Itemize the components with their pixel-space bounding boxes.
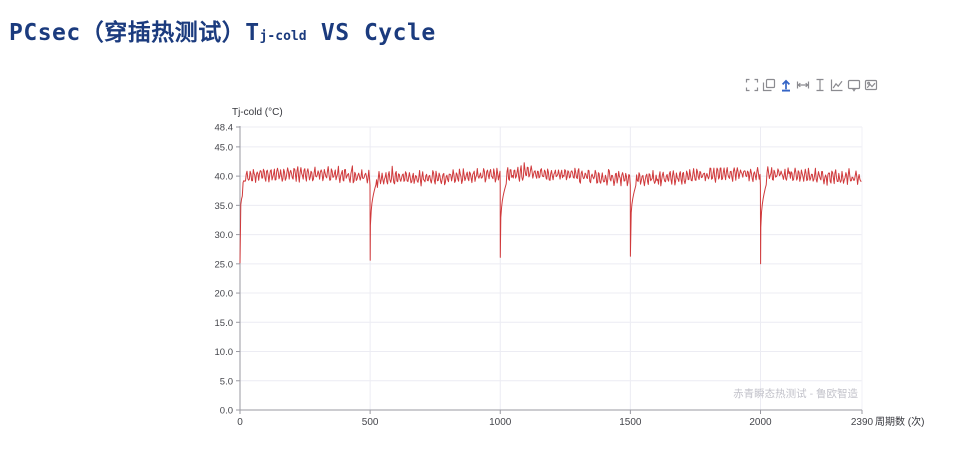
x-tick-label: 1500 xyxy=(619,417,642,428)
measure-height-icon[interactable] xyxy=(812,76,827,93)
series-line xyxy=(239,162,862,265)
annotation-box-icon[interactable] xyxy=(846,76,861,93)
y-axis-title: Tj-cold (°C) xyxy=(232,107,283,118)
y-tick-label: 30.0 xyxy=(215,230,234,241)
y-tick-label: 5.0 xyxy=(220,376,233,387)
box-select-icon[interactable] xyxy=(744,76,759,93)
chart-toolbar xyxy=(744,76,878,93)
x-tick-label: 1000 xyxy=(489,417,512,428)
restore-upload-icon[interactable] xyxy=(778,76,793,93)
y-tick-label: 45.0 xyxy=(215,142,234,153)
y-tick-label: 10.0 xyxy=(215,347,234,358)
y-tick-label: 25.0 xyxy=(215,259,234,270)
y-tick-label: 20.0 xyxy=(215,289,234,300)
x-tick-label: 2390 xyxy=(851,417,874,428)
page-title: PCsec（穿插热测试）Tj-cold VS Cycle xyxy=(9,20,436,48)
save-image-icon[interactable] xyxy=(863,76,878,93)
x-axis-title: 周期数 (次) xyxy=(875,415,924,428)
y-tick-label: 48.4 xyxy=(215,123,234,134)
y-tick-label: 0.0 xyxy=(220,406,233,417)
title-suffix: VS Cycle xyxy=(306,20,436,46)
copy-icon[interactable] xyxy=(761,76,776,93)
title-subscript: j-cold xyxy=(259,29,307,44)
line-chart-icon[interactable] xyxy=(829,76,844,93)
x-tick-label: 2000 xyxy=(749,417,772,428)
y-tick-label: 15.0 xyxy=(215,318,234,329)
y-tick-label: 35.0 xyxy=(215,201,234,212)
x-tick-label: 0 xyxy=(237,417,243,428)
title-prefix: PCsec（穿插热测试）T xyxy=(9,20,260,46)
watermark: 赤青瞬态热测试 - 鲁欧智造 xyxy=(733,387,858,400)
measure-width-icon[interactable] xyxy=(795,76,810,93)
y-tick-label: 40.0 xyxy=(215,172,234,183)
x-tick-label: 500 xyxy=(362,417,379,428)
